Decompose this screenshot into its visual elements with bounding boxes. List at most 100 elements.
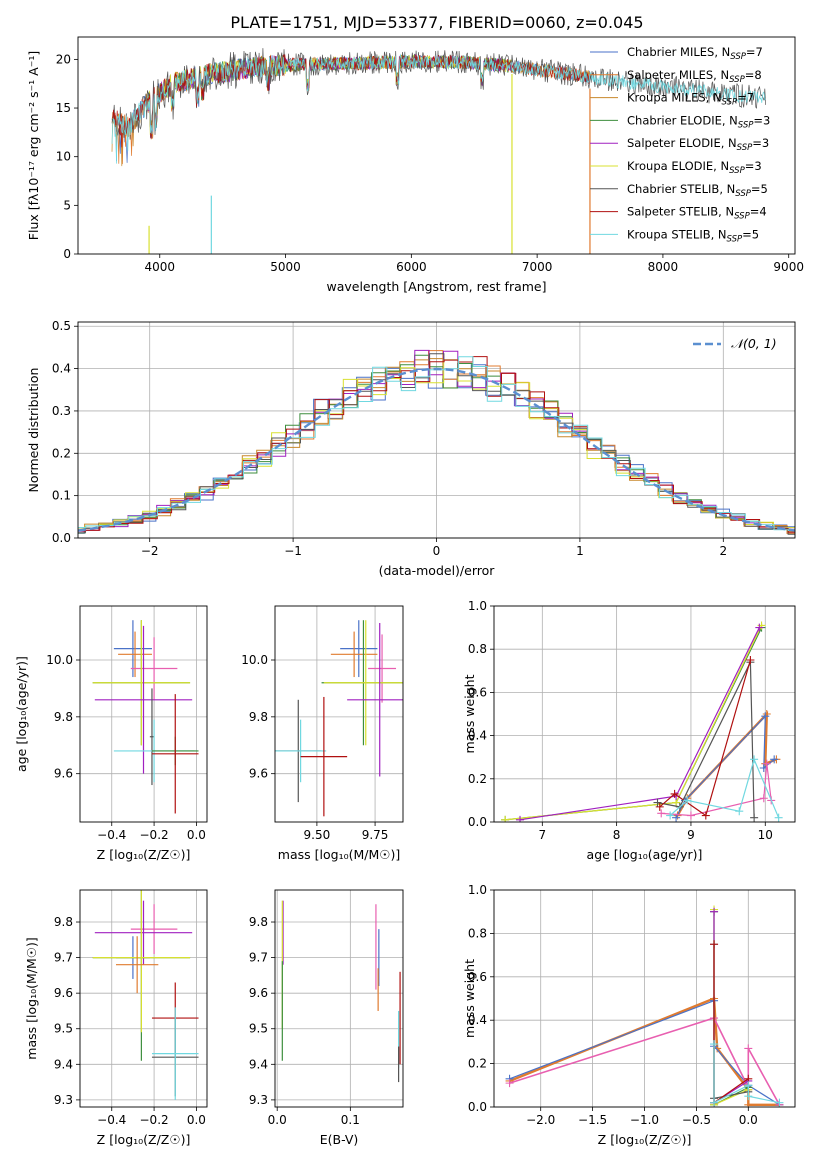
- x-tick-label: −1.5: [578, 1113, 607, 1127]
- grid: [494, 605, 795, 823]
- y-tick-label: 5: [63, 198, 71, 212]
- weight-line: [505, 627, 763, 821]
- axes-frame: [79, 605, 208, 823]
- y-tick-label: 9.6: [54, 986, 73, 1000]
- legend-label: 𝒩(0, 1): [731, 336, 777, 351]
- weight-series: [501, 623, 766, 822]
- y-tick-label: 10: [56, 150, 71, 164]
- x-tick-label: −0.4: [97, 1113, 126, 1127]
- legend-label: Kroupa STELIB, NSSP=5: [627, 227, 759, 244]
- plot-area: [92, 890, 199, 1100]
- weight-marker: [686, 811, 695, 820]
- y-tick-label: 9.6: [54, 767, 73, 781]
- error-bar: [151, 694, 199, 814]
- x-tick-label: 0.1: [341, 1113, 360, 1127]
- spectrum-line: [111, 54, 590, 165]
- weight-series: [516, 623, 764, 822]
- y-tick-label: 9.7: [54, 951, 73, 965]
- y-tick-label: 9.6: [249, 767, 268, 781]
- y-axis-label: mass [log₁₀(M/M☉)]: [24, 937, 39, 1059]
- y-tick-label: 0.8: [468, 642, 487, 656]
- x-tick-label: 4000: [144, 260, 175, 274]
- y-tick-label: 9.4: [249, 1057, 268, 1071]
- y-tick-label: 0.2: [468, 772, 487, 786]
- y-tick-label: 9.8: [54, 915, 73, 929]
- plot-area: [78, 349, 795, 535]
- plot-area: [281, 900, 401, 1083]
- error-bar: [130, 637, 178, 700]
- legend-label: Chabrier ELODIE, NSSP=3: [627, 113, 770, 130]
- x-tick-label: 0.0: [739, 1113, 758, 1127]
- weight-marker: [744, 1044, 753, 1053]
- y-tick-label: 0.1: [52, 489, 71, 503]
- x-tick-label: −1.0: [630, 1113, 659, 1127]
- error-bar: [149, 688, 155, 786]
- y-tick-label: 9.4: [54, 1057, 73, 1071]
- weight-marker: [501, 815, 510, 822]
- y-tick-label: 1.0: [468, 883, 487, 897]
- spectrum-line: [111, 54, 591, 163]
- mass-vs-ebv-panel: 0.0 0.1 9.3 9.4 9.5 9.6 9.7 9.8 E(B-V): [249, 889, 404, 1147]
- y-tick-label: 0.2: [468, 1057, 487, 1071]
- y-axis-label: Flux [fλ10⁻¹⁷ erg cm⁻² s⁻¹ A⁻¹]: [26, 51, 41, 240]
- x-tick-label: 9000: [773, 260, 804, 274]
- figure-title: PLATE=1751, MJD=53377, FIBERID=0060, z=0…: [230, 13, 643, 32]
- x-tick-label: −0.5: [682, 1113, 711, 1127]
- x-tick-label: −0.2: [140, 1113, 169, 1127]
- weight-line: [661, 763, 772, 817]
- y-axis-label: age [log₁₀(age/yr)]: [14, 656, 29, 772]
- x-axis-label: Z [log₁₀(Z/Z☉)]: [598, 1132, 692, 1147]
- weight-series: [710, 907, 753, 1107]
- weight-marker: [755, 623, 764, 632]
- age-vs-metallicity-panel: −0.4 −0.2 0.0 9.6 9.8 10.0 Z [log₁₀(Z/Z☉)] age …: [14, 605, 208, 862]
- axes-frame: [274, 889, 404, 1108]
- x-tick-label: −0.4: [97, 828, 126, 842]
- y-tick-label: 0.4: [468, 1013, 487, 1027]
- y-tick-label: 10.0: [241, 653, 268, 667]
- weight-marker: [735, 807, 744, 816]
- spectrum-panel: 4000 5000 6000 7000 8000 9000 0 5 10 15 20 waveleng…: [26, 36, 804, 294]
- weight-marker: [666, 811, 675, 820]
- x-axis-label: (data-model)/error: [379, 563, 496, 578]
- weight-marker: [710, 1040, 719, 1049]
- x-tick-label: 1: [576, 544, 584, 558]
- x-axis-label: mass [log₁₀(M/M☉)]: [278, 847, 400, 862]
- weight-marker: [672, 792, 681, 801]
- x-tick-label: 0: [433, 544, 441, 558]
- y-tick-label: 20: [56, 52, 71, 66]
- error-bar: [347, 623, 403, 777]
- spectrum-line: [111, 48, 766, 140]
- weight-marker: [770, 755, 779, 764]
- plot-area: [92, 620, 199, 814]
- y-tick-label: 0.5: [52, 319, 71, 333]
- axes-frame: [493, 889, 796, 1108]
- x-tick-label: −1: [284, 544, 302, 558]
- spectrum-line: [111, 54, 591, 167]
- error-bar: [330, 631, 378, 678]
- x-axis-label: E(B-V): [320, 1132, 359, 1147]
- y-tick-label: 0.0: [468, 815, 487, 829]
- weight-marker: [653, 798, 662, 807]
- plot-area: [505, 905, 784, 1107]
- weight-marker: [750, 813, 759, 822]
- x-tick-label: 6000: [396, 260, 427, 274]
- legend-label: Salpeter ELODIE, NSSP=3: [627, 136, 769, 153]
- mass-vs-metallicity-panel: −0.4 −0.2 0.0 9.3 9.4 9.5 9.6 9.7 9.8 Z [log₁₀(Z/…: [24, 889, 208, 1147]
- weight-line: [657, 661, 755, 818]
- error-bar: [118, 631, 152, 678]
- error-bar: [130, 904, 178, 955]
- weight-series: [710, 1040, 784, 1107]
- legend-label: Kroupa ELODIE, NSSP=3: [627, 159, 762, 176]
- spectrum-legend: Chabrier MILES, NSSP=7 Salpeter MILES, NS…: [590, 45, 770, 244]
- legend-label: Chabrier MILES, NSSP=7: [627, 45, 763, 62]
- y-tick-label: 9.8: [249, 915, 268, 929]
- error-bar: [92, 620, 191, 746]
- weight-line: [519, 627, 760, 821]
- weight-marker: [759, 794, 768, 803]
- x-tick-label: 10: [758, 828, 773, 842]
- weight-line: [676, 710, 777, 817]
- x-tick-label: 7: [538, 828, 546, 842]
- legend-label: Chabrier STELIB, NSSP=5: [627, 182, 768, 199]
- y-axis-label: Normed distribution: [26, 368, 41, 493]
- y-tick-label: 9.3: [54, 1093, 73, 1107]
